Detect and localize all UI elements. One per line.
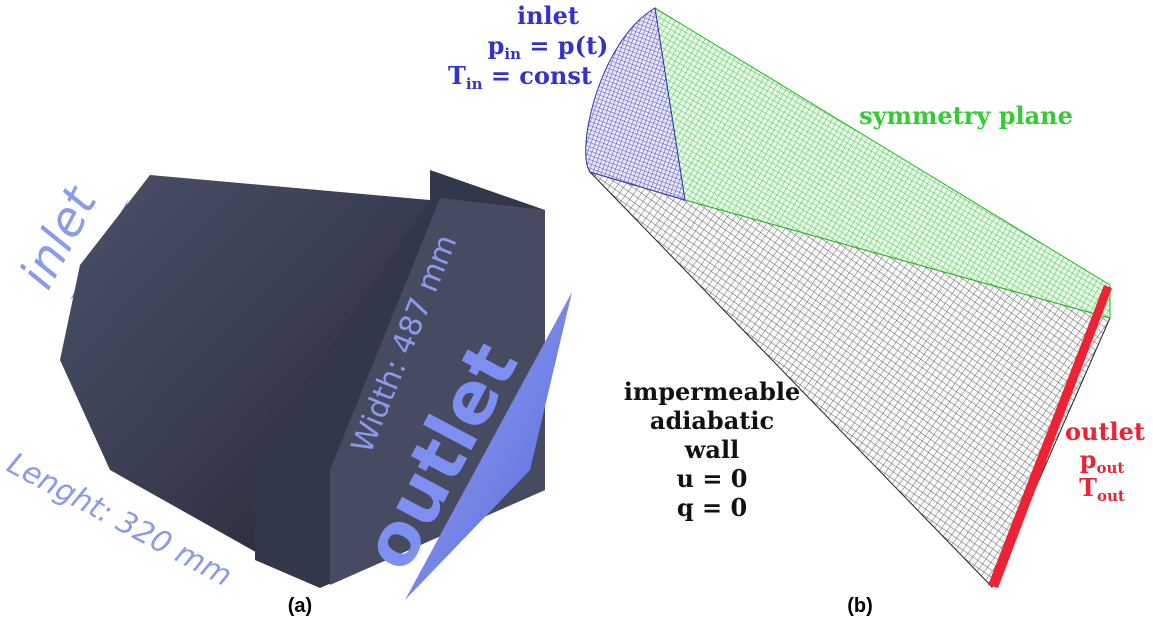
outlet-text: outlet pout Tout	[1065, 417, 1145, 505]
caption: (b)	[847, 595, 873, 617]
expression: = p(t)	[521, 31, 608, 60]
wall-line: u = 0	[677, 464, 748, 493]
inlet-title: inlet	[517, 1, 579, 30]
outlet-temperature: Tout	[1079, 473, 1125, 505]
symbol: p	[488, 31, 505, 60]
figure: inlet outlet Width: 487 mm Lenght: 320 m…	[0, 0, 1153, 625]
symbol: p	[1080, 445, 1097, 474]
expression: = const	[482, 61, 592, 90]
symbol: T	[1079, 473, 1097, 502]
inlet-pressure: pin = p(t)	[488, 31, 609, 63]
panel-b: inlet pin = p(t) Tin = const symmetry pl…	[448, 1, 1145, 617]
wall-line: q = 0	[677, 493, 747, 522]
wall-line: wall	[684, 435, 739, 464]
wall-line: impermeable	[624, 377, 801, 406]
symmetry-label: symmetry plane	[859, 101, 1073, 130]
caption: (a)	[288, 595, 312, 617]
inlet-text: inlet pin = p(t) Tin = const	[448, 1, 608, 93]
wall-line: adiabatic	[650, 406, 774, 435]
outlet-title: outlet	[1065, 417, 1145, 446]
inlet-temperature: Tin = const	[448, 61, 592, 93]
subscript: in	[466, 75, 483, 93]
symbol: T	[448, 61, 466, 90]
subscript: out	[1096, 459, 1124, 477]
subscript: out	[1097, 487, 1125, 505]
panel-a: inlet outlet Width: 487 mm Lenght: 320 m…	[1, 170, 572, 617]
